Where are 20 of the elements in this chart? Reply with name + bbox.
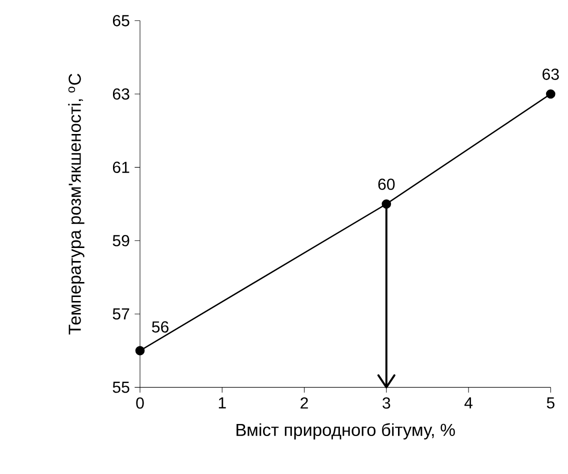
x-axis-title: Вміст природного бітуму, % (236, 423, 455, 440)
y-tick-label: 61 (112, 162, 130, 173)
y-tick-label: 57 (112, 308, 130, 320)
x-tick-label: 0 (136, 397, 144, 409)
x-tick-label: 5 (546, 397, 554, 409)
y-tick-label: 63 (112, 88, 130, 100)
data-label: 56 (152, 321, 168, 333)
y-axis-title: Температура розм'якшеності, $^{o}$C (68, 74, 84, 334)
data-label: 60 (378, 178, 395, 190)
y-tick-label: 65 (112, 15, 130, 26)
data-label: 63 (542, 68, 559, 80)
y-tick-label: 59 (112, 234, 130, 246)
x-tick-label: 1 (218, 397, 226, 408)
x-tick-label: 3 (382, 397, 390, 409)
y-tick-label: 55 (112, 382, 130, 393)
point (135, 346, 145, 356)
x-tick-label: 2 (300, 397, 308, 409)
point (382, 199, 392, 209)
point (546, 89, 556, 99)
x-tick-label: 4 (464, 397, 473, 408)
